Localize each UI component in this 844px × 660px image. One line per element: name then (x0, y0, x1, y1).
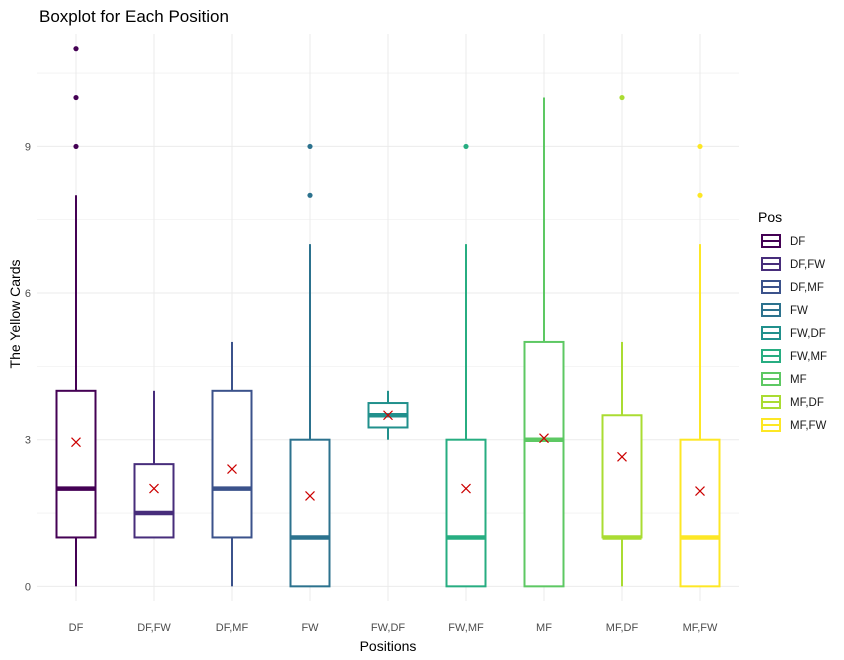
legend-key: MF,DF (761, 395, 824, 409)
mean-marker (461, 483, 471, 494)
box-group (445, 143, 487, 588)
legend-label: DF,MF (790, 282, 824, 294)
mean-marker (71, 437, 81, 448)
outlier-point (307, 192, 313, 198)
legend-key: DF,MF (761, 280, 824, 294)
legend: DF DF,FW DF,MF FW FW,DF FW,MF MF MF,DF MF,FW (761, 234, 827, 432)
y-tick-label: 9 (25, 141, 31, 153)
legend-key: FW (761, 303, 808, 317)
x-tick-label: DF,FW (137, 622, 171, 634)
legend-label: DF,FW (790, 259, 825, 271)
x-tick-label: DF,MF (216, 622, 249, 634)
box (679, 438, 721, 588)
legend-key: FW,DF (761, 326, 826, 340)
legend-label: FW (790, 305, 808, 317)
legend-key: DF,FW (761, 257, 825, 271)
legend-key: FW,MF (761, 349, 827, 363)
y-axis-title: The Yellow Cards (7, 260, 23, 369)
y-tick-label: 3 (25, 435, 31, 447)
y-tick-label: 6 (25, 288, 31, 300)
box-series (55, 46, 721, 588)
legend-key: MF,FW (761, 418, 827, 432)
y-tick-label: 0 (25, 581, 31, 593)
mean-marker (695, 486, 705, 496)
legend-title: Pos (758, 209, 782, 225)
x-tick-label: MF (536, 622, 552, 634)
x-axis-ticks: DF DF,FW DF,MF FW FW,DF FW,MF MF MF,DF MF,FW (69, 622, 718, 634)
box (55, 389, 97, 539)
mean-marker (539, 433, 549, 444)
legend-label: MF,FW (790, 420, 827, 432)
chart-title: Boxplot for Each Position (39, 7, 229, 26)
legend-key: DF (761, 234, 805, 248)
legend-label: FW,MF (790, 351, 827, 363)
outlier-point (73, 46, 79, 52)
legend-label: MF (790, 374, 807, 386)
mean-marker (305, 490, 315, 501)
box (289, 438, 331, 588)
box (211, 389, 253, 539)
outlier-point (73, 143, 79, 150)
box-group (133, 390, 175, 539)
box (445, 438, 487, 588)
box (133, 463, 175, 539)
outlier-point (619, 94, 625, 101)
legend-label: FW,DF (790, 328, 826, 340)
mean-marker (227, 464, 237, 474)
outlier-point (73, 94, 79, 101)
mean-marker (383, 410, 393, 421)
outlier-point (307, 143, 313, 150)
y-axis-ticks: 0 3 6 9 (25, 141, 31, 593)
box-group (55, 46, 97, 587)
box (601, 414, 643, 539)
outlier-point (697, 143, 703, 150)
mean-marker (149, 483, 159, 494)
mean-marker (617, 451, 627, 462)
box (523, 340, 565, 588)
box-group (601, 94, 643, 587)
x-tick-label: MF,DF (606, 622, 639, 634)
x-tick-label: FW,DF (371, 622, 405, 634)
legend-label: MF,DF (790, 397, 824, 409)
x-axis-title: Positions (360, 638, 417, 654)
x-tick-label: FW,MF (448, 622, 484, 634)
box-group (679, 143, 721, 588)
box-group (289, 143, 331, 588)
legend-label: DF (790, 236, 805, 248)
x-tick-label: MF,FW (683, 622, 718, 634)
x-tick-label: FW (301, 622, 319, 634)
box-group (523, 97, 565, 588)
outlier-point (463, 143, 469, 150)
box-group (367, 390, 409, 440)
legend-key: MF (761, 372, 807, 386)
outlier-point (697, 192, 703, 198)
box-group (211, 341, 253, 587)
x-tick-label: DF (69, 622, 84, 634)
